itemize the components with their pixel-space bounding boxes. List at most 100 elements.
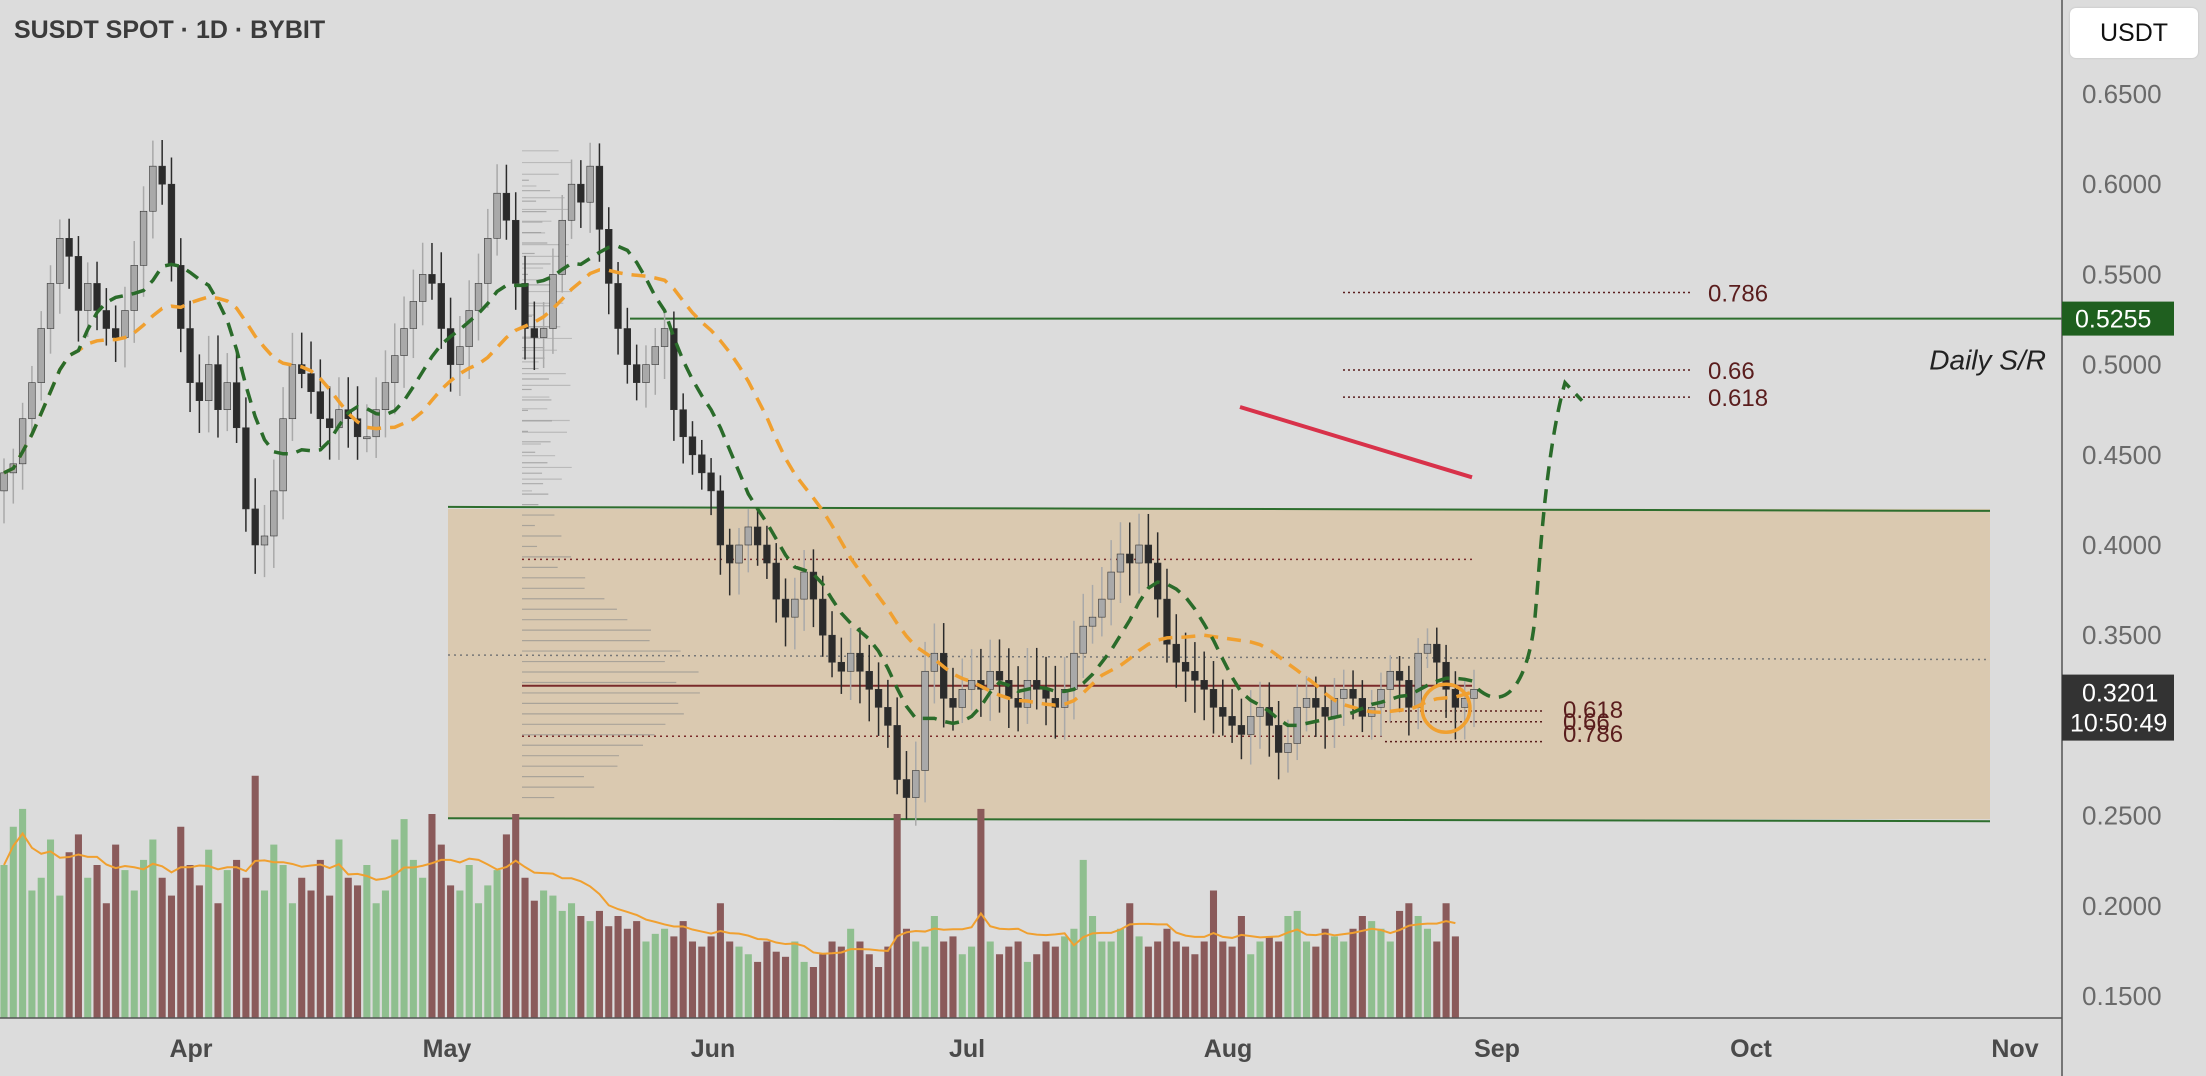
candle-body [902, 779, 911, 798]
candle-body [93, 283, 101, 311]
volume-bar [595, 910, 603, 1018]
candle-body [74, 256, 83, 311]
volume-bar [391, 839, 399, 1018]
volume-pane [0, 775, 1459, 1018]
volume-bar [1405, 903, 1413, 1018]
candle-body [1219, 707, 1227, 717]
volume-bar [1070, 928, 1078, 1018]
candle-body [158, 165, 166, 185]
candle-body [205, 364, 213, 401]
time-tick-label: Sep [1474, 1035, 1520, 1063]
volume-bar [1340, 941, 1348, 1018]
candle-body [893, 725, 901, 780]
volume-bar [1116, 928, 1124, 1018]
volume-bar [781, 956, 790, 1018]
candle-body [186, 328, 194, 383]
candle-body [325, 418, 334, 429]
candle-body [921, 670, 929, 771]
volume-bar [884, 946, 892, 1018]
ma-orange-line [3, 268, 1475, 715]
volume-bar [1386, 941, 1394, 1018]
candle-body [1014, 698, 1022, 708]
candle-body [195, 382, 204, 401]
highlight-circle [1420, 682, 1472, 735]
candle-body [633, 364, 641, 383]
volume-bar [1191, 954, 1199, 1018]
candle-body [1135, 544, 1143, 564]
price-tick-label: 0.6000 [2082, 169, 2162, 199]
candle-body [707, 472, 715, 492]
volume-profile [522, 150, 700, 799]
currency-selector[interactable]: USDT [2070, 8, 2198, 58]
candle-body [679, 409, 687, 438]
volume-bar [130, 890, 138, 1018]
candle-body [614, 283, 622, 329]
candles [0, 140, 1478, 826]
volume-bar [1228, 946, 1236, 1018]
range-lower-line [447, 817, 1991, 823]
volume-bar [670, 936, 678, 1018]
candle-body [521, 283, 529, 329]
volume-bar [902, 928, 911, 1018]
candle-body [0, 472, 8, 492]
candle-body [642, 364, 650, 383]
candle-body [223, 382, 231, 411]
volume-bar [968, 946, 976, 1018]
volume-bar [633, 921, 641, 1018]
time-tick-label: Jun [691, 1035, 735, 1063]
candle-body [809, 571, 818, 600]
candle-body [1144, 544, 1153, 564]
volume-bar [205, 849, 213, 1018]
candle-body [1274, 725, 1283, 753]
candle-body [242, 427, 250, 510]
candle-body [474, 283, 483, 311]
candle-body [149, 165, 157, 212]
candle-body [967, 679, 976, 690]
candle-body [56, 238, 64, 284]
volume-bar [958, 954, 966, 1018]
volume-bar [893, 814, 901, 1018]
volume-bar [279, 865, 287, 1018]
volume-bar [84, 877, 92, 1018]
volume-bar [549, 895, 557, 1018]
volume-bar [819, 954, 827, 1018]
volume-bar [1247, 954, 1255, 1018]
volume-bar [167, 895, 176, 1018]
volume-bar [651, 933, 659, 1018]
candle-body [1023, 679, 1032, 708]
volume-bar [437, 844, 445, 1018]
candle-body [539, 328, 548, 338]
candle-body [232, 382, 241, 429]
volume-bar [214, 903, 222, 1018]
candle-body [37, 328, 45, 383]
fib-upper-label: 0.786 [1708, 280, 1768, 307]
volume-bar [1061, 936, 1069, 1018]
candle-body [1470, 689, 1478, 699]
time-tick-label: Aug [1204, 1035, 1253, 1063]
candle-body [1247, 716, 1255, 735]
volume-bar [316, 859, 324, 1018]
volume-bar [1302, 941, 1311, 1018]
value-area-high [447, 654, 1991, 661]
candle-body [1349, 689, 1357, 699]
candle-body [1423, 643, 1432, 654]
volume-bar [716, 903, 724, 1018]
volume-bar [1414, 916, 1422, 1018]
candle-body [605, 229, 613, 284]
volume-bar [614, 916, 622, 1018]
volume-bar [474, 903, 483, 1018]
volume-bar [940, 941, 948, 1018]
candle-body [18, 418, 27, 465]
volume-bar [502, 834, 510, 1018]
volume-bar [865, 954, 873, 1018]
fib-lower-label: 0.618 [1563, 697, 1623, 724]
candle-body [828, 634, 836, 663]
candle-body [1172, 643, 1180, 663]
candle-body [1340, 689, 1348, 699]
candle-body [46, 283, 55, 329]
volume-bar [484, 885, 492, 1018]
time-tick-label: Nov [1991, 1035, 2038, 1063]
volume-bar [344, 877, 352, 1018]
